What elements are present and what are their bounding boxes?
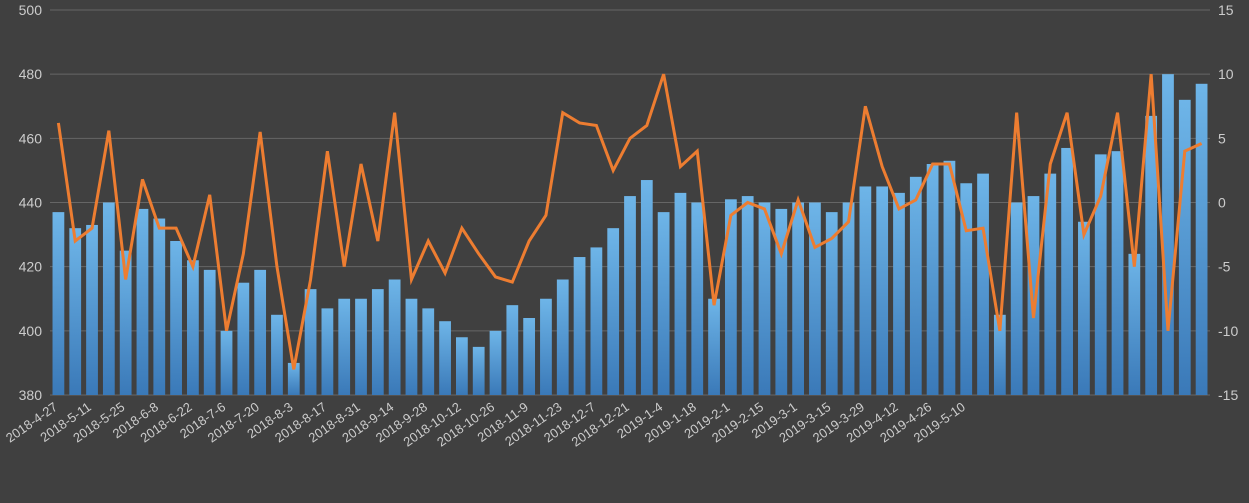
bar — [927, 164, 939, 395]
combo-chart: 380400420440460480500-15-10-50510152018-… — [0, 0, 1249, 503]
y-right-tick-label: 10 — [1218, 66, 1234, 82]
bar — [389, 280, 401, 396]
y-left-tick-label: 420 — [19, 259, 43, 275]
y-left-tick-label: 380 — [19, 387, 43, 403]
bar — [187, 260, 199, 395]
bar — [1128, 254, 1140, 395]
bar — [1196, 84, 1208, 395]
bar — [1061, 148, 1073, 395]
bar — [137, 209, 149, 395]
bar — [422, 308, 434, 395]
bar — [406, 299, 418, 395]
y-right-tick-label: -15 — [1218, 387, 1238, 403]
bar — [725, 199, 737, 395]
bar — [53, 212, 65, 395]
bar — [456, 337, 468, 395]
bar — [153, 219, 165, 395]
bar — [876, 186, 888, 395]
y-right-tick-label: -10 — [1218, 323, 1238, 339]
bar — [372, 289, 384, 395]
bar — [742, 196, 754, 395]
y-left-tick-label: 440 — [19, 195, 43, 211]
bar — [439, 321, 451, 395]
bar — [893, 193, 905, 395]
bar — [607, 228, 619, 395]
y-left-tick-label: 460 — [19, 130, 43, 146]
bar — [1078, 222, 1090, 395]
bar — [675, 193, 687, 395]
bar — [322, 308, 334, 395]
bar — [103, 203, 115, 396]
bar — [944, 161, 956, 395]
bar — [355, 299, 367, 395]
bar — [658, 212, 670, 395]
y-right-tick-label: 5 — [1218, 130, 1226, 146]
bar — [1011, 203, 1023, 396]
bar — [1112, 151, 1124, 395]
y-right-tick-label: 0 — [1218, 195, 1226, 211]
y-left-tick-label: 500 — [19, 2, 43, 18]
bar — [759, 203, 771, 396]
bar — [506, 305, 518, 395]
bar — [338, 299, 350, 395]
bar — [523, 318, 535, 395]
bar — [910, 177, 922, 395]
bar — [843, 203, 855, 396]
bar — [1028, 196, 1040, 395]
bar — [221, 331, 233, 395]
bar — [540, 299, 552, 395]
bar — [641, 180, 653, 395]
bar — [69, 228, 81, 395]
bar — [490, 331, 502, 395]
bar — [204, 270, 216, 395]
bar — [691, 203, 703, 396]
bar — [557, 280, 569, 396]
bar — [86, 225, 98, 395]
bar — [859, 186, 871, 395]
bar — [1162, 74, 1174, 395]
bar — [590, 247, 602, 395]
bar — [237, 283, 249, 395]
bar — [473, 347, 485, 395]
y-right-tick-label: 15 — [1218, 2, 1234, 18]
y-left-tick-label: 480 — [19, 66, 43, 82]
y-right-tick-label: -5 — [1218, 259, 1231, 275]
bar — [624, 196, 636, 395]
bar — [170, 241, 182, 395]
bar — [977, 174, 989, 395]
bar — [708, 299, 720, 395]
bar — [254, 270, 266, 395]
bar — [792, 203, 804, 396]
bar — [271, 315, 283, 395]
bar — [574, 257, 586, 395]
y-left-tick-label: 400 — [19, 323, 43, 339]
bar — [1179, 100, 1191, 395]
